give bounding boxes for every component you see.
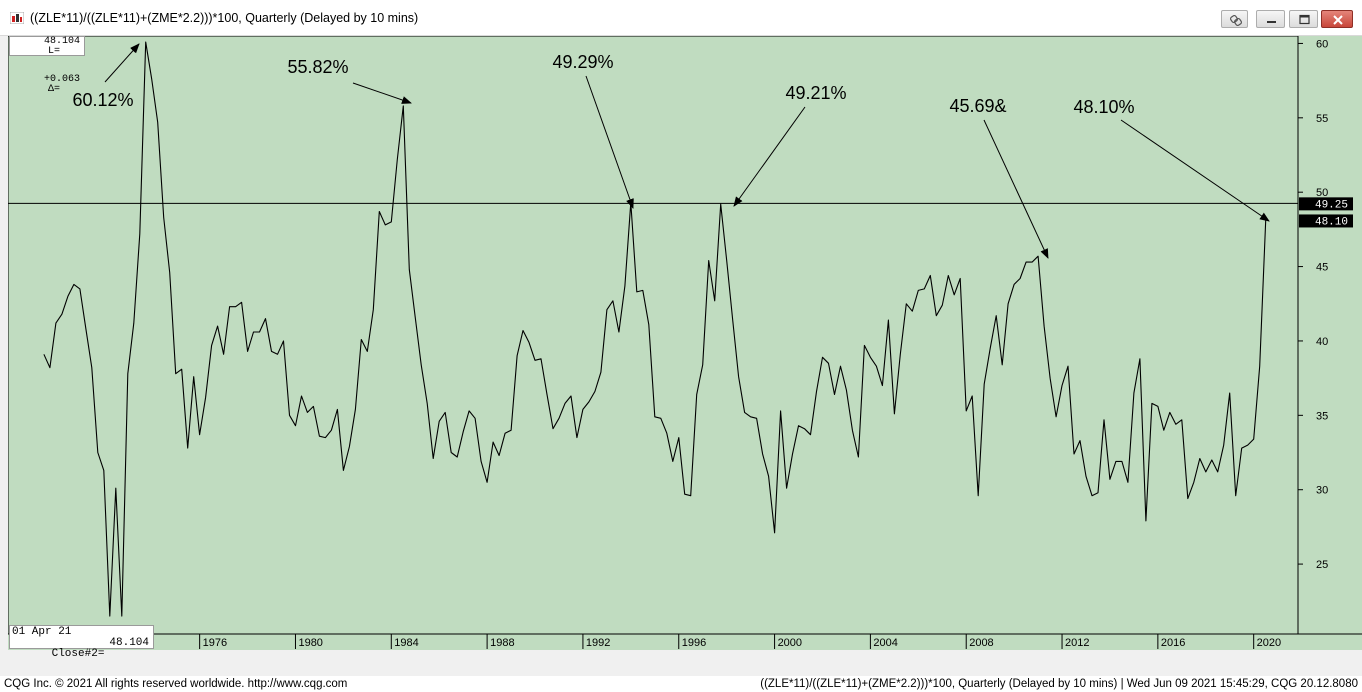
- annotation-label: 60.12%: [72, 90, 133, 110]
- last-row: L= 48.104: [12, 37, 82, 75]
- price-tag-label: 48.10: [1315, 216, 1348, 228]
- y-tick-label: 45: [1316, 262, 1328, 274]
- annotation-arrow: [585, 75, 634, 209]
- y-tick-label: 25: [1316, 559, 1328, 571]
- x-tick-label: 1984: [394, 637, 418, 649]
- minimize-icon: [1267, 21, 1276, 23]
- cursor-date: 01 Apr 21: [12, 626, 72, 638]
- x-tick-label: 2020: [1257, 637, 1281, 649]
- ratio-series-line[interactable]: [43, 41, 1267, 617]
- last-value-readout: L= 48.104 Δ= +0.063: [9, 36, 85, 94]
- price-tag-box: [1299, 214, 1353, 228]
- annotation-arrow: [733, 106, 806, 207]
- copyright-text: CQG Inc. © 2021 All rights reserved worl…: [4, 678, 348, 690]
- annotation-arrow: [983, 119, 1049, 259]
- close-label: Close#2=: [51, 648, 105, 660]
- y-tick-label: 30: [1316, 485, 1328, 497]
- minimize-button[interactable]: [1256, 10, 1285, 28]
- window-title: ((ZLE*11)/((ZLE*11)+(ZME*2.2)))*100, Qua…: [30, 11, 419, 25]
- x-tick-label: 2004: [873, 637, 897, 649]
- maximize-icon: [1299, 14, 1310, 25]
- close-icon: [1333, 15, 1343, 25]
- link-icon: [1230, 15, 1242, 26]
- annotation-label: 49.29%: [552, 52, 613, 72]
- price-tag-label: 49.25: [1315, 199, 1348, 211]
- maximize-button[interactable]: [1289, 10, 1318, 28]
- cursor-close-row: Close#2= 48.104: [12, 638, 151, 682]
- annotation-arrow: [352, 82, 412, 104]
- title-bar[interactable]: ((ZLE*11)/((ZLE*11)+(ZME*2.2)))*100, Qua…: [0, 0, 1362, 36]
- close-button[interactable]: [1321, 10, 1353, 28]
- x-tick-label: 2000: [778, 637, 802, 649]
- x-tick-label: 2016: [1161, 637, 1185, 649]
- close-value: 48.104: [109, 637, 149, 649]
- chart-area[interactable]: 60.12% 55.82% 49.29% 49.21% 45.69& 48.10% 197…: [8, 36, 1362, 650]
- annotation-label: 48.10%: [1073, 97, 1134, 117]
- plot-frame: [8, 36, 1299, 635]
- y-tick-label: 50: [1316, 187, 1328, 199]
- y-tick-label: 55: [1316, 113, 1328, 125]
- y-tick-label: 40: [1316, 336, 1328, 348]
- y-tick-label: 60: [1316, 38, 1328, 50]
- x-tick-label: 1980: [298, 637, 322, 649]
- link-button[interactable]: [1221, 10, 1248, 28]
- last-value: 48.104: [43, 36, 80, 47]
- cursor-readout: 01 Apr 21 Close#2= 48.104: [9, 625, 154, 660]
- x-tick-label: 2008: [969, 637, 993, 649]
- annotation-label: 45.69&: [949, 96, 1006, 116]
- status-bar: CQG Inc. © 2021 All rights reserved worl…: [0, 676, 1362, 692]
- y-tick-label: 35: [1316, 410, 1328, 422]
- last-label: L=: [48, 45, 61, 57]
- x-tick-label: 1996: [682, 637, 706, 649]
- x-tick-label: 1988: [490, 637, 514, 649]
- delta-row: Δ= +0.063: [12, 75, 82, 113]
- delta-label: Δ=: [48, 83, 61, 95]
- annotation-label: 49.21%: [785, 83, 846, 103]
- price-tag-box: [1299, 197, 1353, 211]
- annotation-label: 55.82%: [287, 57, 348, 77]
- status-info: ((ZLE*11)/((ZLE*11)+(ZME*2.2)))*100, Qua…: [760, 678, 1358, 690]
- annotation-arrow: [104, 43, 140, 83]
- delta-value: +0.063: [43, 74, 80, 85]
- annotation-arrow: [1120, 119, 1270, 222]
- x-tick-label: 1976: [203, 637, 227, 649]
- ratio-chart[interactable]: 60.12% 55.82% 49.29% 49.21% 45.69& 48.10% 197…: [8, 36, 1362, 650]
- x-tick-label: 2012: [1065, 637, 1089, 649]
- app-icon: [10, 12, 24, 24]
- x-tick-label: 1992: [586, 637, 610, 649]
